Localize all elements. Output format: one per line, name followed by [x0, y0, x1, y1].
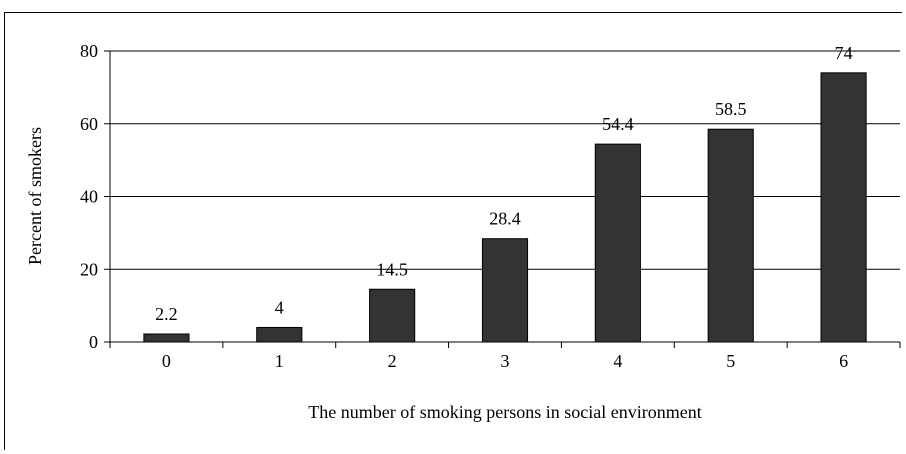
- bar-1: [256, 326, 303, 343]
- y-tick-label: 40: [80, 187, 98, 207]
- x-tick-label: 0: [162, 351, 171, 371]
- y-tick-labels: 0 20 40 60 80: [80, 41, 98, 352]
- y-tick-label: 60: [80, 114, 98, 134]
- x-tick-label: 1: [275, 351, 284, 371]
- x-tick-labels: 0 1 2 3 4 5 6: [162, 351, 848, 371]
- bars: [143, 72, 867, 343]
- bar-3: [481, 238, 529, 343]
- x-tick-label: 4: [613, 351, 622, 371]
- data-label: 28.4: [489, 209, 521, 229]
- data-label: 2.2: [155, 304, 178, 324]
- y-tick-label: 20: [80, 259, 98, 279]
- y-tick-label: 0: [89, 332, 98, 352]
- data-label: 74: [835, 43, 853, 63]
- data-label: 4: [275, 297, 284, 317]
- bar-5: [707, 128, 754, 343]
- data-label: 58.5: [715, 99, 747, 119]
- x-axis-title: The number of smoking persons in social …: [308, 402, 701, 422]
- data-label: 14.5: [376, 259, 408, 279]
- x-tick-label: 6: [839, 351, 848, 371]
- axes: [109, 51, 901, 348]
- x-tick-label: 2: [388, 351, 397, 371]
- y-tick-label: 80: [80, 41, 98, 61]
- bar-6: [820, 72, 867, 343]
- data-label: 54.4: [602, 114, 634, 134]
- x-tick-label: 5: [726, 351, 735, 371]
- chart-frame: [4, 12, 902, 450]
- x-tick-label: 3: [501, 351, 510, 371]
- bar-4: [594, 143, 641, 343]
- y-axis-title: Percent of smokers: [25, 127, 45, 265]
- bar-2: [369, 288, 416, 343]
- bar-0: [143, 333, 190, 343]
- data-labels: 2.2 4 14.5 28.4 54.4 58.5 74: [155, 43, 852, 324]
